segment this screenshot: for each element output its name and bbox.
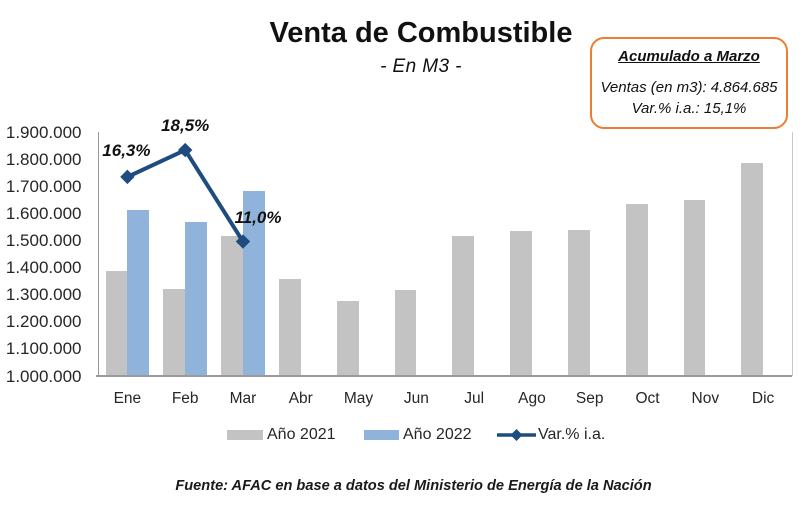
x-axis-line: [95, 375, 792, 378]
bar-año-2021-nov: [683, 199, 706, 376]
bar-año-2021-ago: [510, 230, 532, 376]
y-axis-tick-label: 1.400.000: [5, 258, 82, 278]
var-line-label-mar: 11,0%: [234, 207, 282, 227]
y-axis-tick-label: 1.500.000: [5, 230, 82, 250]
y-axis-tick-label: 1.900.000: [5, 122, 82, 142]
summary-var-line: Var.% i.a.: 15,1%: [631, 100, 747, 117]
x-axis-tick-label: Nov: [691, 390, 720, 407]
legend-label-1: Año 2021: [267, 426, 336, 443]
legend-swatch-2: [364, 429, 399, 440]
var-line-label-feb: 18,5%: [161, 115, 210, 135]
x-axis-tick-label: Ene: [113, 390, 142, 407]
y-axis-tick-label: 1.300.000: [5, 285, 82, 305]
var-line-label-ene: 16,3%: [102, 140, 151, 160]
x-axis-tick-label: May: [343, 390, 374, 407]
x-axis-tick-label: Jul: [464, 390, 485, 407]
y-axis-tick-label: 1.200.000: [5, 312, 82, 332]
bar-año-2021-ene: [105, 271, 128, 376]
bar-año-2021-sep: [568, 229, 590, 376]
bar-año-2021-jul: [452, 236, 475, 376]
bar-año-2021-oct: [625, 204, 648, 376]
x-axis-tick-label: Jun: [403, 390, 429, 407]
y-axis-tick-label: 1.600.000: [5, 203, 82, 223]
legend-label-2: Año 2022: [403, 426, 472, 443]
summary-sales-line: Ventas (en m3): 4.864.685: [600, 79, 778, 96]
x-axis-tick-label: Mar: [229, 390, 257, 407]
var-line-marker-ene: [120, 169, 135, 185]
y-axis-tick-label: 1.000.000: [5, 366, 82, 386]
legend-swatch-line: [497, 428, 536, 441]
bar-año-2022-ene: [127, 209, 150, 376]
bar-año-2021-abr: [279, 278, 301, 376]
y-axis-tick-label: 1.100.000: [5, 339, 82, 359]
bar-año-2021-feb: [163, 288, 186, 376]
var-line-marker-feb: [177, 142, 193, 158]
bar-año-2021-jun: [394, 290, 417, 376]
legend-label-3: Var.% i.a.: [538, 426, 606, 443]
secondary-axis-line: [792, 131, 793, 376]
chart-title: Venta de Combustible: [269, 17, 573, 49]
x-axis-tick-label: Abr: [288, 390, 313, 407]
x-axis-tick-label: Oct: [635, 390, 660, 407]
bar-año-2022-feb: [185, 222, 207, 376]
bar-año-2021-may: [336, 301, 359, 376]
y-axis-tick-label: 1.800.000: [5, 149, 82, 169]
y-axis-line: [97, 131, 99, 376]
x-axis-tick-label: Ago: [518, 390, 546, 407]
bar-año-2021-dic: [741, 163, 764, 376]
x-axis-tick-label: Sep: [575, 390, 604, 407]
summary-heading: Acumulado a Marzo: [618, 48, 760, 65]
source-note: Fuente: AFAC en base a datos del Ministe…: [175, 478, 652, 494]
chart-subtitle: - En M3 -: [380, 56, 462, 77]
bar-año-2021-mar: [221, 236, 243, 376]
y-axis-tick-label: 1.700.000: [5, 176, 82, 196]
legend-swatch-1: [227, 429, 263, 440]
summary-box: Acumulado a Marzo Ventas (en m3): 4.864.…: [590, 37, 788, 129]
x-axis-tick-label: Feb: [171, 390, 199, 407]
x-axis-tick-label: Dic: [751, 390, 775, 407]
